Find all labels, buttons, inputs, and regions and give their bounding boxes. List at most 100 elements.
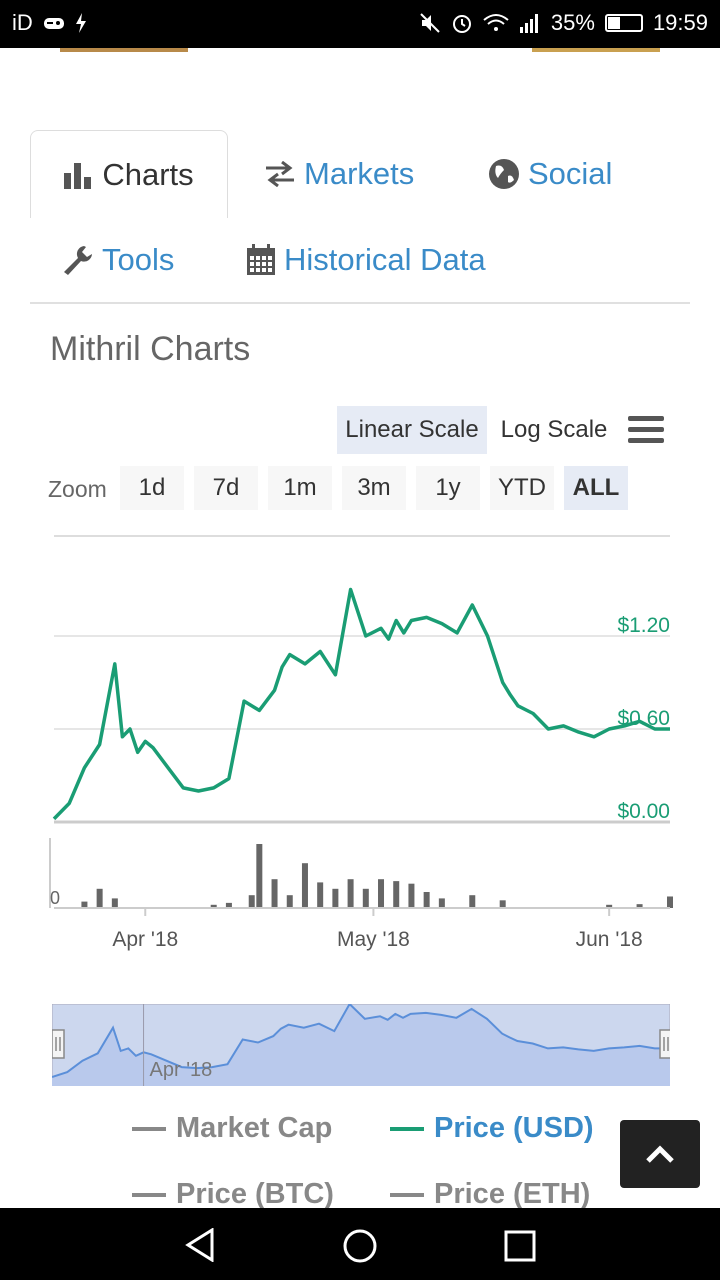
carrier-text: iD [12, 10, 33, 35]
volume-bar [317, 882, 324, 908]
status-left: iD [12, 10, 87, 36]
x-tick-label: Apr '18 [112, 928, 178, 951]
zoom-7d-button[interactable]: 7d [194, 466, 258, 510]
tab-markets[interactable]: Markets [264, 152, 414, 196]
tab-label: Charts [102, 156, 194, 192]
volume-bar [332, 888, 339, 908]
legend-label: Price (ETH) [434, 1178, 591, 1210]
legend-price-eth[interactable]: Price (ETH) [390, 1178, 590, 1211]
wifi-icon [483, 14, 509, 31]
volume-bar [347, 879, 354, 908]
chevron-up-icon [646, 1145, 674, 1163]
volume-bar [271, 879, 278, 908]
bar-chart-icon [64, 162, 92, 189]
tabs-divider [30, 302, 690, 304]
volume-bar [499, 900, 506, 908]
tab-social[interactable]: Social [488, 152, 612, 196]
legend-price-usd[interactable]: Price (USD) [390, 1112, 594, 1145]
back-to-top-button[interactable] [620, 1120, 700, 1188]
zoom-label: Zoom [48, 476, 107, 502]
volume-bar [248, 895, 255, 908]
status-right: 35% 19:59 [419, 10, 708, 36]
tab-label: Social [528, 156, 613, 191]
volume-bar [111, 898, 118, 908]
volume-bar [438, 898, 445, 908]
volume-bar [423, 892, 430, 908]
tab-historical-data[interactable]: Historical Data [246, 238, 486, 282]
volume-bar [667, 896, 673, 908]
log-scale-button[interactable]: Log Scale [500, 416, 608, 443]
handle-box [659, 1029, 670, 1059]
tab-label: Historical Data [284, 242, 486, 277]
recents-icon[interactable] [504, 1230, 536, 1262]
y-tick-label: $0.00 [617, 800, 670, 823]
volume-bar [636, 904, 643, 908]
battery-percent: 35% [550, 10, 595, 35]
legend-label: Price (BTC) [176, 1178, 334, 1210]
navigator-right-handle[interactable] [659, 1029, 670, 1059]
zoom-3m-button[interactable]: 3m [342, 466, 406, 510]
volume-bar [606, 904, 613, 908]
wrench-icon [64, 246, 92, 275]
legend-market-cap[interactable]: Market Cap [132, 1112, 332, 1145]
zoom-1d-button[interactable]: 1d [120, 466, 184, 510]
chart-menu-icon[interactable] [628, 416, 664, 446]
signal-icon [519, 14, 538, 33]
alarm-icon [452, 15, 471, 33]
tab-label: Tools [102, 242, 175, 277]
gamepad-icon [43, 18, 64, 29]
linear-scale-button[interactable]: Linear Scale [337, 406, 487, 454]
x-tick-label: May '18 [337, 928, 410, 951]
banner-edge-left [60, 48, 188, 52]
navigator-tick-label: Apr '18 [150, 1059, 213, 1081]
status-bar: iD 35% 19:59 [0, 0, 720, 48]
legend-label: Market Cap [176, 1112, 333, 1144]
volume-bar [225, 902, 232, 908]
navigator-area [52, 1004, 670, 1086]
volume-bar [393, 881, 400, 908]
y-tick-label: $1.20 [617, 614, 670, 637]
tab-tools[interactable]: Tools [62, 238, 174, 282]
x-tick-label: Jun '18 [576, 928, 643, 951]
flash-icon [75, 13, 86, 33]
legend-price-btc[interactable]: Price (BTC) [132, 1178, 334, 1211]
volume-bar [81, 901, 88, 908]
volume-bar [469, 895, 476, 908]
legend-swatch [132, 1126, 166, 1131]
volume-zero-label: 0 [50, 888, 60, 908]
home-icon[interactable] [342, 1228, 378, 1264]
legend-swatch [390, 1192, 424, 1197]
clock: 19:59 [652, 10, 708, 35]
volume-bar [301, 863, 308, 908]
tab-label: Markets [304, 156, 415, 191]
volume-bar [210, 904, 217, 908]
volume-bar [408, 883, 415, 908]
banner-edge-right [532, 48, 660, 52]
mute-icon [420, 13, 440, 33]
navigator-line [52, 1004, 670, 1078]
handle-box [52, 1029, 65, 1059]
navigator-left-handle[interactable] [52, 1029, 65, 1059]
volume-bar [286, 895, 293, 908]
legend-swatch [390, 1126, 424, 1131]
zoom-all-button[interactable]: ALL [564, 466, 628, 510]
globe-icon [489, 159, 519, 189]
zoom-1m-button[interactable]: 1m [268, 466, 332, 510]
legend-swatch [132, 1192, 166, 1197]
back-icon[interactable] [184, 1228, 216, 1262]
calendar-icon [247, 244, 275, 275]
tab-charts[interactable]: Charts [30, 130, 228, 218]
zoom-1y-button[interactable]: 1y [416, 466, 480, 510]
price-usd-line [52, 587, 670, 821]
page-title: Mithril Charts [50, 330, 251, 368]
legend-label: Price (USD) [434, 1112, 594, 1144]
zoom-ytd-button[interactable]: YTD [490, 466, 554, 510]
volume-bar [378, 879, 385, 908]
volume-bar [362, 888, 369, 908]
system-nav-bar [0, 1208, 720, 1280]
battery-icon [604, 14, 643, 32]
range-navigator[interactable]: Apr '18 [52, 1004, 670, 1086]
volume-bar [256, 844, 263, 908]
exchange-icon [266, 161, 294, 187]
